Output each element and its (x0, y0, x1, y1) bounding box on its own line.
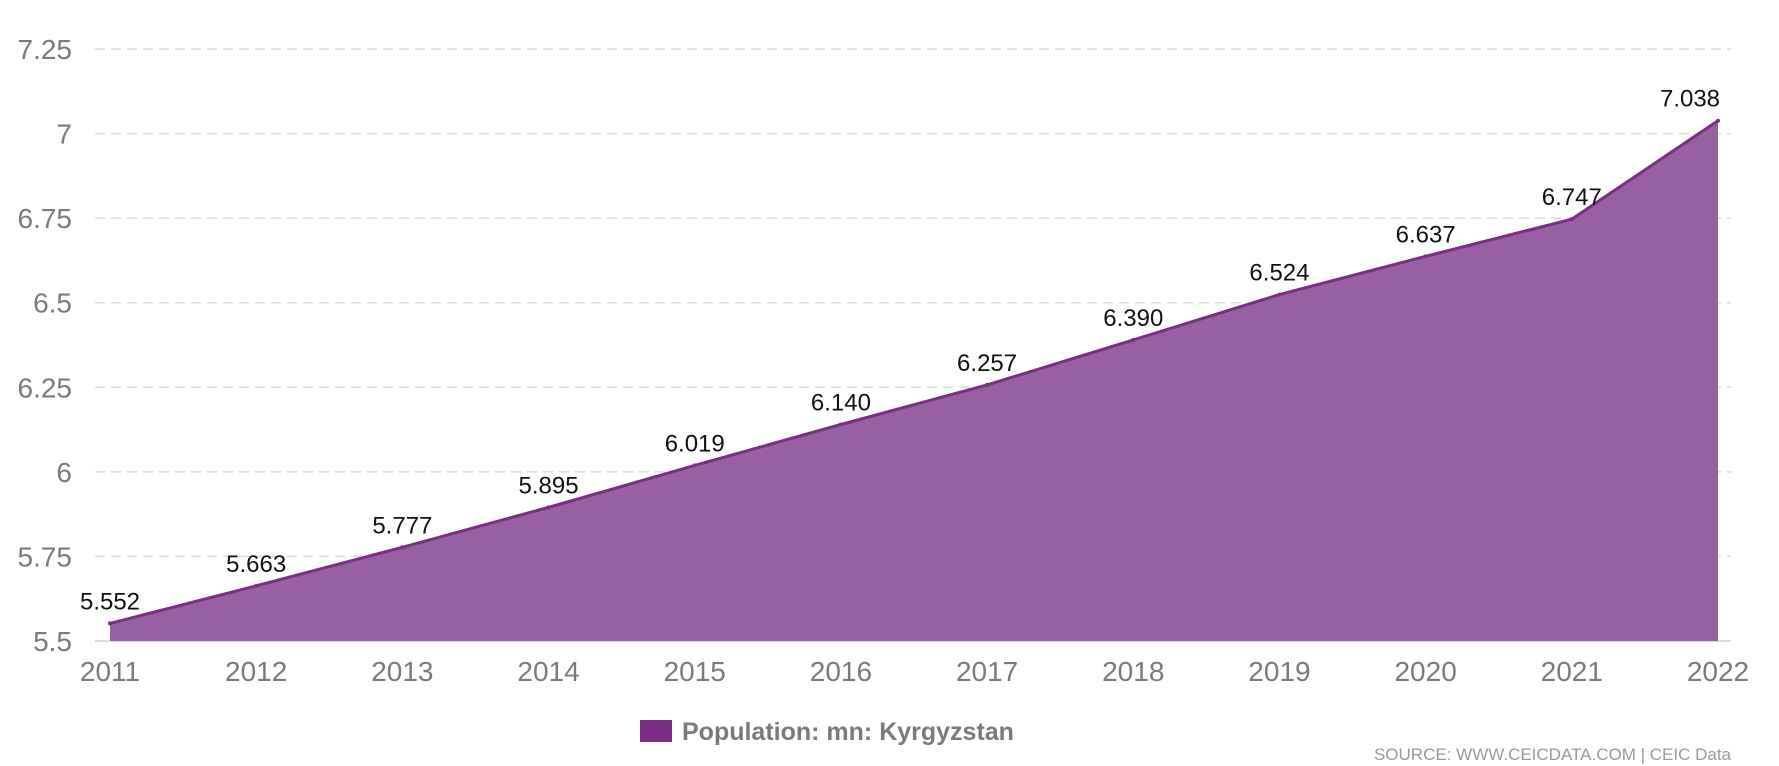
x-tick-label: 2022 (1687, 656, 1749, 687)
data-point (838, 422, 843, 427)
data-point (692, 463, 697, 468)
x-tick-label: 2019 (1248, 656, 1310, 687)
data-label: 5.777 (372, 512, 432, 539)
data-point (1423, 254, 1428, 259)
data-point (1716, 118, 1720, 123)
x-tick-label: 2015 (664, 656, 726, 687)
data-label: 7.038 (1660, 86, 1720, 113)
data-label: 6.257 (957, 350, 1017, 377)
data-point (1569, 217, 1574, 222)
x-axis: 2011 2012 2013 2014 2015 2016 2017 2018 2019 2020… (80, 656, 1749, 687)
x-tick-label: 2020 (1394, 656, 1456, 687)
legend-swatch (640, 720, 672, 742)
series-area (108, 118, 1720, 642)
x-tick-label: 2018 (1102, 656, 1164, 687)
x-tick-label: 2021 (1541, 656, 1603, 687)
area-fill (110, 120, 1718, 642)
y-tick-label: 5.5 (33, 626, 72, 657)
data-point (985, 382, 990, 387)
data-label: 6.390 (1103, 305, 1163, 332)
x-tick-label: 2013 (371, 656, 433, 687)
data-label: 6.637 (1396, 221, 1456, 248)
x-tick-label: 2016 (810, 656, 872, 687)
x-tick-label: 2011 (80, 656, 140, 687)
series-line (109, 119, 1719, 625)
data-label: 6.747 (1542, 184, 1602, 211)
data-label: 5.895 (519, 472, 579, 499)
x-tick-label: 2017 (956, 656, 1018, 687)
y-tick-label: 7.25 (18, 34, 73, 65)
data-label: 6.140 (811, 389, 871, 416)
data-point (1131, 337, 1136, 342)
source-text: SOURCE: WWW.CEICDATA.COM | CEIC Data (1374, 745, 1732, 764)
legend[interactable]: Population: mn: Kyrgyzstan (640, 718, 1014, 746)
x-tick-label: 2012 (225, 656, 287, 687)
y-tick-label: 6 (56, 457, 72, 488)
y-tick-label: 7 (56, 119, 72, 150)
legend-label: Population: mn: Kyrgyzstan (682, 718, 1014, 746)
data-label: 5.552 (80, 588, 140, 615)
y-tick-label: 6.75 (18, 203, 73, 234)
data-point (546, 505, 551, 510)
data-point (108, 621, 112, 626)
data-point (1277, 292, 1282, 297)
data-label: 5.663 (226, 551, 286, 578)
data-point (400, 545, 405, 550)
data-labels: 5.552 5.663 5.777 5.895 6.019 6.140 6.257 6.390… (80, 86, 1720, 616)
y-tick-label: 6.5 (33, 288, 72, 319)
data-label: 6.524 (1249, 260, 1309, 287)
data-label: 6.019 (665, 430, 725, 457)
y-tick-label: 6.25 (18, 372, 73, 403)
y-tick-label: 5.75 (18, 541, 73, 572)
x-tick-label: 2014 (517, 656, 579, 687)
data-point (254, 583, 259, 588)
y-axis: 5.5 5.75 6 6.25 6.5 6.75 7 7.25 (18, 34, 73, 657)
